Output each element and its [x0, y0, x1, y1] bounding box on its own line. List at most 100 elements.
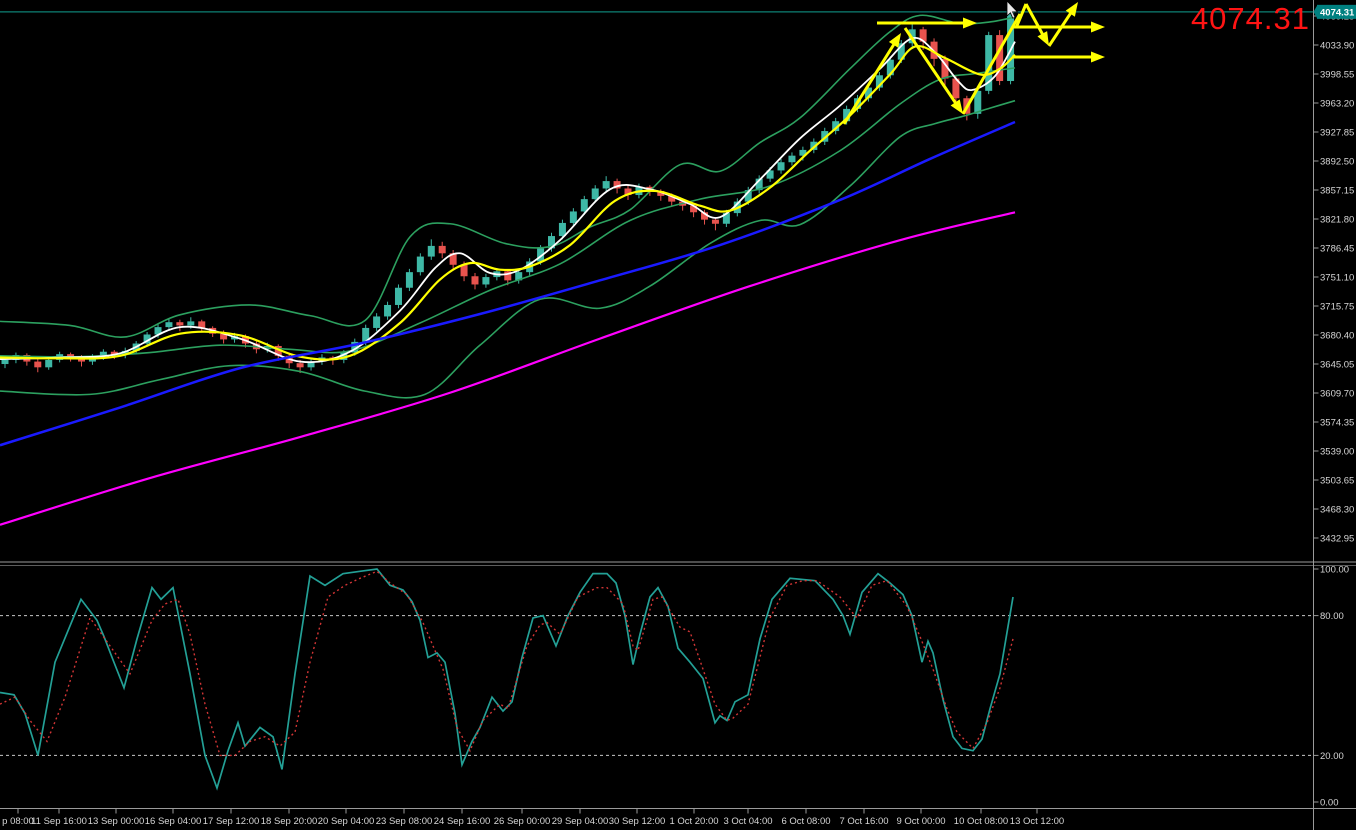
candle-body — [438, 245, 446, 254]
candle-body — [121, 350, 129, 356]
trend-arrow[interactable] — [1014, 3, 1028, 29]
candle-body — [394, 287, 402, 305]
arrowhead-icon — [1037, 31, 1049, 46]
price-axis-label: 3927.85 — [1320, 127, 1354, 138]
candles-layer — [1, 10, 1015, 374]
candle-body — [405, 272, 413, 288]
time-axis-label: 1 Oct 20:00 — [669, 816, 718, 827]
price-tag-box — [1317, 4, 1356, 19]
candle-body — [722, 213, 730, 224]
candle-body — [274, 345, 282, 356]
trend-arrow-shaft — [842, 39, 898, 125]
price-tag-notch — [1313, 4, 1318, 19]
trend-arrow[interactable] — [842, 33, 901, 125]
candle-body — [1, 359, 9, 365]
candle-body — [176, 322, 184, 326]
stoch-axis-label: 20.00 — [1320, 751, 1344, 762]
time-axis-label: 17 Sep 12:00 — [203, 816, 260, 827]
candle-body — [427, 245, 435, 257]
candle-body — [744, 190, 752, 202]
stoch-axis-label: 80.00 — [1320, 611, 1344, 622]
candle — [198, 319, 206, 333]
arrowhead-icon — [950, 99, 963, 114]
candle-body — [515, 272, 523, 281]
candle — [416, 253, 424, 276]
trend-arrow[interactable] — [903, 27, 963, 114]
trend-arrow[interactable] — [1047, 2, 1078, 47]
stoch-line-percent-k — [0, 568, 1014, 791]
price-axis[interactable]: 4069.254033.903998.553963.203927.853892.… — [1313, 12, 1355, 809]
candle — [482, 273, 490, 288]
candle-body — [67, 354, 75, 358]
price-axis-label: 3998.55 — [1320, 69, 1354, 80]
candle — [274, 344, 282, 361]
candle-body — [384, 304, 392, 317]
overlay-ma-blue — [0, 120, 1016, 447]
time-axis-label: 11 Sep 16:00 — [31, 816, 87, 827]
candle-body — [154, 327, 162, 335]
price-tag-value: 4074.31 — [1320, 7, 1355, 18]
candle-body — [974, 90, 982, 114]
candle — [438, 241, 446, 259]
candle-body — [165, 322, 173, 328]
candle — [165, 318, 173, 331]
time-axis-label: 23 Sep 08:00 — [376, 816, 433, 827]
trend-arrow[interactable] — [1012, 21, 1105, 33]
candle-body — [220, 333, 228, 340]
candle-body — [351, 341, 359, 353]
candle-body — [373, 316, 381, 328]
price-axis-label: 3892.50 — [1320, 156, 1354, 167]
candle-body — [766, 170, 774, 179]
candle — [394, 284, 402, 309]
candle — [427, 239, 435, 260]
time-axis-label: 18 Sep 20:00 — [261, 816, 318, 827]
mouse-cursor-icon — [1006, 0, 1019, 19]
price-axis-label: 3680.40 — [1320, 330, 1354, 341]
trend-arrow[interactable] — [1012, 51, 1105, 63]
time-axis-label: 24 Sep 16:00 — [434, 816, 491, 827]
candle-body — [548, 236, 555, 249]
candle-body — [471, 276, 479, 285]
time-axis-label: 6 Oct 08:00 — [781, 816, 830, 827]
candle-body — [504, 271, 512, 281]
candle — [580, 195, 588, 215]
arrowhead-icon — [1065, 2, 1078, 17]
candle — [558, 219, 566, 240]
candle — [711, 217, 719, 231]
price-axis-label: 3821.80 — [1320, 214, 1354, 225]
candle — [143, 332, 151, 347]
candle — [810, 138, 818, 154]
trend-arrow[interactable] — [1024, 3, 1049, 46]
price-axis-label: 3503.65 — [1320, 475, 1354, 486]
candle-body — [340, 352, 348, 360]
current-price-readout: 4074.31 — [1190, 1, 1310, 36]
candle-body — [569, 211, 577, 223]
price-axis-label: 3432.95 — [1320, 533, 1354, 544]
trend-arrow[interactable] — [877, 17, 977, 29]
overlay-bb-middle — [0, 67, 1016, 358]
arrowhead-icon — [1091, 21, 1105, 33]
candle-body — [1007, 11, 1015, 82]
time-axis-label: 9 Oct 00:00 — [896, 816, 945, 827]
price-axis-label: 3751.10 — [1320, 272, 1354, 283]
candle — [755, 175, 763, 194]
candle — [996, 30, 1004, 86]
candle — [307, 358, 315, 371]
stoch-line-percent-d — [0, 570, 1014, 757]
trend-arrow[interactable] — [961, 13, 1022, 115]
price-axis-tag: 4074.31 — [1313, 4, 1356, 19]
candle-body — [45, 359, 53, 368]
candle — [591, 185, 599, 203]
candle-body — [110, 351, 118, 356]
overlay-ma-magenta — [0, 211, 1016, 526]
candle-body — [668, 195, 676, 202]
candle-body — [886, 59, 894, 76]
candle — [405, 268, 413, 292]
candle-body — [296, 363, 304, 368]
arrowhead-icon — [1091, 51, 1105, 63]
stoch-axis-label: 0.00 — [1320, 798, 1339, 809]
candle — [45, 357, 53, 370]
time-axis-label: 10 Oct 08:00 — [954, 816, 1008, 827]
